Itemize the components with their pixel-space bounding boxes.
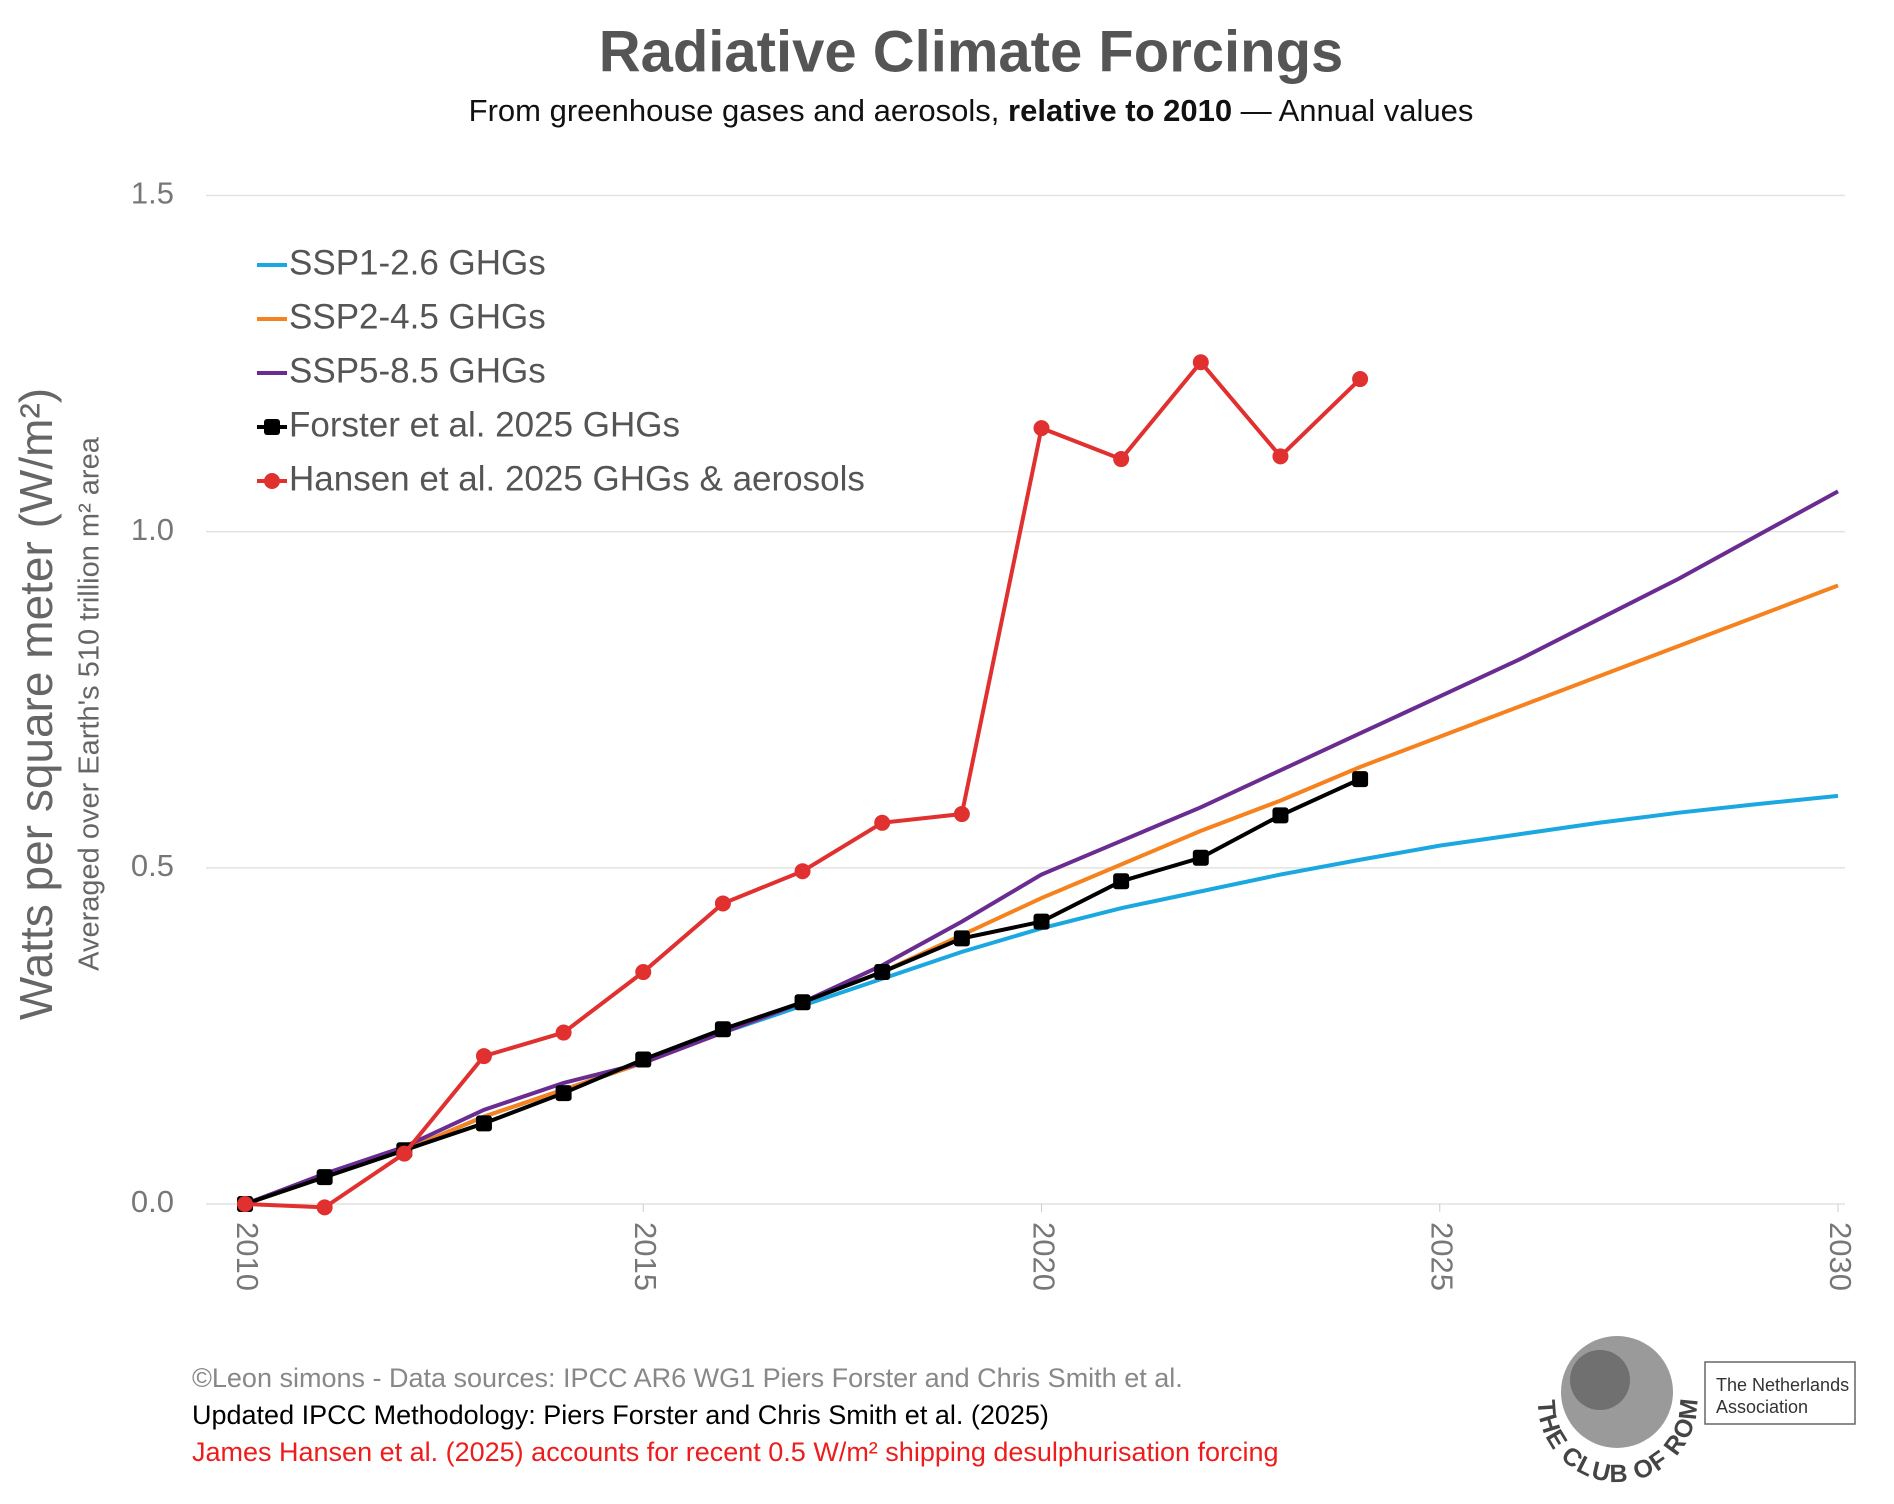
- subtitle-part: relative to 2010: [1008, 93, 1232, 128]
- logo: THE CLUB OF ROME The Netherlands Associa…: [0, 0, 1856, 1488]
- point: [237, 1196, 253, 1212]
- point: [1033, 913, 1050, 930]
- point: [953, 806, 970, 823]
- point: [714, 895, 731, 912]
- subtitle-part: From greenhouse gases and aerosols,: [469, 93, 1008, 128]
- point: [1033, 420, 1050, 437]
- legend-marker: [264, 419, 280, 435]
- point: [1113, 451, 1130, 468]
- x-tick-label: 2020: [1026, 1222, 1061, 1291]
- y-axis-sublabel: Averaged over Earth's 510 trillion m² ar…: [74, 436, 106, 971]
- series-line: [244, 777, 1361, 1206]
- point: [1192, 354, 1209, 371]
- y-tick-label: 1.5: [131, 176, 174, 211]
- point: [1272, 807, 1289, 824]
- point: [874, 814, 891, 831]
- x-tick-label: 2010: [230, 1222, 265, 1291]
- point: [794, 994, 811, 1011]
- x-tick-label: 2030: [1823, 1222, 1858, 1291]
- footer-line: ©Leon simons - Data sources: IPCC AR6 WG…: [192, 1363, 1183, 1393]
- point: [635, 1051, 652, 1068]
- logo-assoc: Association: [1716, 1397, 1808, 1417]
- legend-label: SSP1-2.6 GHGs: [289, 243, 546, 282]
- point: [1192, 849, 1209, 866]
- legend-label: Forster et al. 2025 GHGs: [289, 405, 680, 444]
- legend-label: SSP2-4.5 GHGs: [289, 297, 546, 336]
- x-tick-label: 2025: [1425, 1222, 1460, 1291]
- point: [714, 1021, 731, 1038]
- subtitle-part: — Annual values: [1232, 93, 1473, 128]
- footer-line: James Hansen et al. (2025) accounts for …: [192, 1437, 1279, 1467]
- y-axis-label: Watts per square meter (W/m²): [10, 388, 62, 1020]
- series-line: [244, 489, 1839, 1206]
- series-line: [244, 793, 1839, 1206]
- point: [1272, 448, 1289, 465]
- y-tick-label: 0.0: [131, 1184, 174, 1219]
- point: [475, 1115, 492, 1132]
- chart-title: Radiative Climate Forcings: [599, 19, 1344, 84]
- point: [1352, 371, 1369, 388]
- footer-line: Updated IPCC Methodology: Piers Forster …: [192, 1400, 1049, 1430]
- logo-box: [1704, 1361, 1856, 1425]
- point: [555, 1024, 572, 1041]
- point: [635, 964, 652, 981]
- point: [953, 930, 970, 947]
- x-tick-label: 2015: [628, 1222, 663, 1291]
- series-line: [244, 583, 1839, 1206]
- point: [874, 964, 891, 981]
- logo-assoc: The Netherlands: [1716, 1375, 1849, 1395]
- y-tick-label: 1.0: [131, 512, 174, 547]
- legend-label: Hansen et al. 2025 GHGs & aerosols: [289, 459, 865, 498]
- point: [794, 863, 811, 880]
- point: [1113, 873, 1130, 890]
- point: [475, 1048, 492, 1065]
- y-tick-label: 0.5: [131, 848, 174, 883]
- subtitle: From greenhouse gases and aerosols, rela…: [469, 93, 1474, 128]
- point: [1352, 771, 1369, 788]
- legend-label: SSP5-8.5 GHGs: [289, 351, 546, 390]
- legend-marker: [264, 473, 280, 489]
- point: [396, 1145, 413, 1162]
- point: [316, 1169, 333, 1186]
- point: [555, 1085, 572, 1102]
- logo-land: [1570, 1350, 1630, 1410]
- point: [316, 1199, 333, 1216]
